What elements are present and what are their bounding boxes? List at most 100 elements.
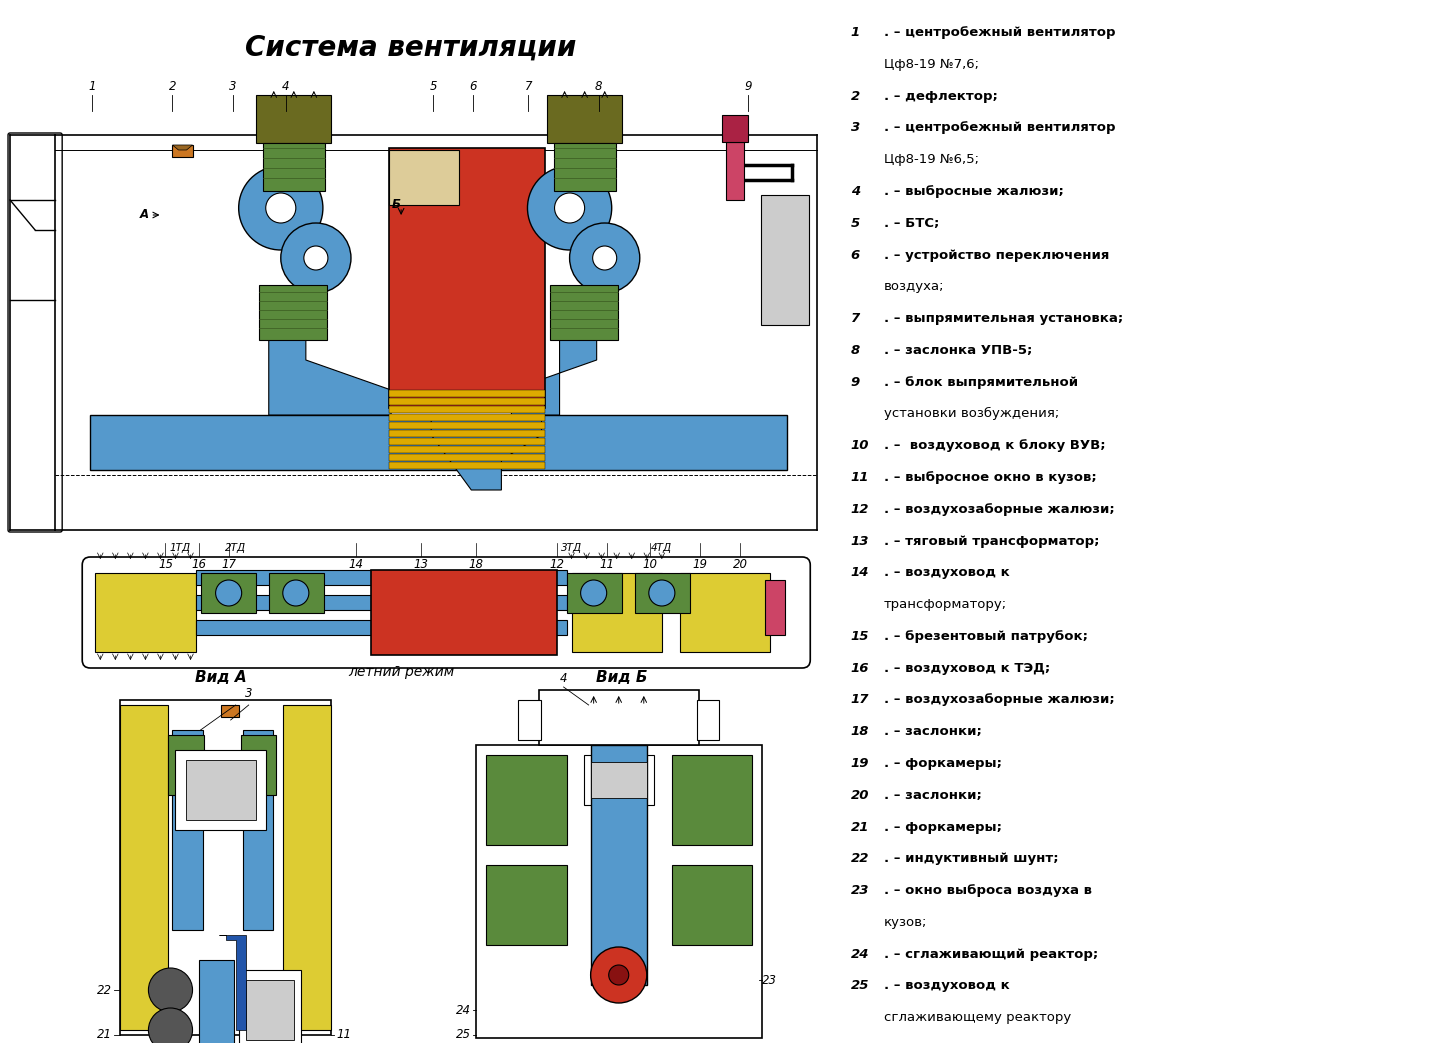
Text: 11: 11 — [599, 558, 615, 571]
Text: 15: 15 — [158, 558, 173, 571]
Text: кузов;: кузов; — [884, 916, 927, 929]
Bar — [553, 143, 616, 191]
Text: 7: 7 — [851, 312, 860, 325]
Circle shape — [554, 193, 585, 223]
Text: 23: 23 — [762, 973, 778, 987]
Text: . – центробежный вентилятор: . – центробежный вентилятор — [884, 26, 1116, 39]
Bar — [262, 143, 325, 191]
Text: 16: 16 — [851, 661, 870, 675]
Bar — [196, 571, 566, 585]
Bar — [243, 730, 272, 930]
Text: 17: 17 — [851, 694, 870, 706]
Bar — [590, 745, 647, 985]
Bar — [282, 705, 331, 1030]
Text: 24: 24 — [851, 948, 870, 961]
Circle shape — [281, 223, 351, 293]
Bar — [547, 95, 622, 143]
Text: . –  воздуховод к блоку ВУВ;: . – воздуховод к блоку ВУВ; — [884, 439, 1106, 453]
Text: . – индуктивный шунт;: . – индуктивный шунт; — [884, 852, 1058, 866]
Text: 6: 6 — [851, 248, 860, 262]
Text: 12: 12 — [851, 503, 870, 515]
Text: . – выбросные жалюзи;: . – выбросные жалюзи; — [884, 185, 1064, 198]
Bar — [389, 446, 544, 453]
Bar — [762, 195, 809, 325]
Text: 25: 25 — [851, 979, 870, 993]
Text: Цф8-19 №7,6;: Цф8-19 №7,6; — [884, 57, 979, 71]
Bar — [697, 700, 719, 739]
Text: 24: 24 — [456, 1003, 471, 1017]
Bar — [196, 595, 566, 610]
Bar — [726, 142, 744, 200]
Text: 11: 11 — [336, 1028, 351, 1042]
Text: 16: 16 — [192, 558, 206, 571]
Text: 1: 1 — [88, 80, 96, 93]
Text: . – дефлектор;: . – дефлектор; — [884, 90, 998, 102]
Text: 9: 9 — [744, 80, 752, 93]
Circle shape — [593, 246, 616, 270]
Text: 8: 8 — [851, 344, 860, 357]
Text: 3ТД: 3ТД — [562, 543, 582, 553]
Text: 1ТД: 1ТД — [170, 543, 192, 553]
Text: . – сглаживающий реактор;: . – сглаживающий реактор; — [884, 948, 1099, 961]
Text: 19: 19 — [851, 757, 870, 770]
Text: Вид Б: Вид Б — [596, 670, 648, 685]
Text: . – БТС;: . – БТС; — [884, 217, 939, 229]
Bar — [672, 755, 752, 845]
Bar — [256, 95, 331, 143]
Text: 11: 11 — [851, 471, 870, 484]
Text: 4: 4 — [282, 80, 289, 93]
Text: 20: 20 — [851, 789, 870, 802]
Text: 21: 21 — [98, 1028, 112, 1042]
Text: . – окно выброса воздуха в: . – окно выброса воздуха в — [884, 884, 1092, 897]
Bar — [583, 755, 654, 805]
Text: . – центробежный вентилятор: . – центробежный вентилятор — [884, 121, 1116, 135]
Text: . – воздуховод к: . – воздуховод к — [884, 566, 1009, 579]
Text: . – выбросное окно в кузов;: . – выбросное окно в кузов; — [884, 471, 1097, 484]
Text: 4ТД: 4ТД — [651, 543, 672, 553]
Bar — [635, 573, 690, 613]
Bar — [121, 700, 331, 1035]
Bar — [372, 571, 556, 655]
Text: Б: Б — [392, 198, 402, 212]
Text: Цф8-19 №6,5;: Цф8-19 №6,5; — [884, 153, 979, 166]
Bar — [389, 454, 544, 461]
Text: 4: 4 — [560, 672, 567, 685]
Text: 10: 10 — [851, 439, 870, 453]
Bar — [240, 735, 276, 795]
Text: 13: 13 — [851, 535, 870, 548]
Bar — [721, 115, 749, 142]
Bar — [487, 865, 566, 945]
Text: трансформатору;: трансформатору; — [884, 598, 1007, 611]
Bar — [765, 580, 785, 635]
Text: . – воздухозаборные жалюзи;: . – воздухозаборные жалюзи; — [884, 503, 1115, 515]
FancyBboxPatch shape — [82, 557, 811, 668]
Bar — [173, 730, 203, 930]
Bar — [539, 690, 698, 745]
Polygon shape — [269, 340, 392, 415]
Bar — [121, 705, 168, 1030]
Bar — [220, 705, 239, 717]
Text: 9: 9 — [851, 375, 860, 389]
Text: . – форкамеры;: . – форкамеры; — [884, 757, 1002, 770]
Text: 25: 25 — [456, 1028, 471, 1042]
Circle shape — [527, 166, 612, 250]
Circle shape — [570, 223, 639, 293]
Bar — [680, 573, 770, 652]
Bar — [389, 406, 544, 413]
Polygon shape — [173, 145, 193, 150]
Text: 19: 19 — [693, 558, 707, 571]
Bar — [91, 415, 788, 470]
Bar — [518, 700, 540, 739]
Circle shape — [609, 965, 629, 985]
Bar — [95, 573, 196, 652]
Bar — [168, 735, 203, 795]
Text: Система вентиляции: Система вентиляции — [245, 33, 576, 62]
Text: 12: 12 — [549, 558, 564, 571]
Bar — [487, 755, 566, 845]
Text: 22: 22 — [851, 852, 870, 866]
Bar — [173, 145, 193, 157]
Bar — [239, 970, 301, 1043]
Text: 20: 20 — [733, 558, 747, 571]
Text: воздуха;: воздуха; — [884, 281, 945, 293]
Text: 18: 18 — [851, 725, 870, 738]
